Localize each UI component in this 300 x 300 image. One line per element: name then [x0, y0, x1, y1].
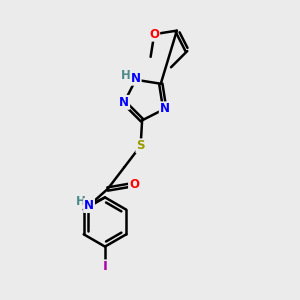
Text: H: H [76, 194, 85, 208]
Text: O: O [129, 178, 139, 191]
Text: I: I [103, 260, 107, 274]
Text: N: N [119, 96, 129, 109]
Text: O: O [149, 28, 159, 41]
Text: S: S [136, 139, 145, 152]
Text: N: N [160, 102, 170, 115]
Text: N: N [84, 199, 94, 212]
Text: N: N [131, 72, 141, 85]
Text: H: H [121, 69, 131, 82]
